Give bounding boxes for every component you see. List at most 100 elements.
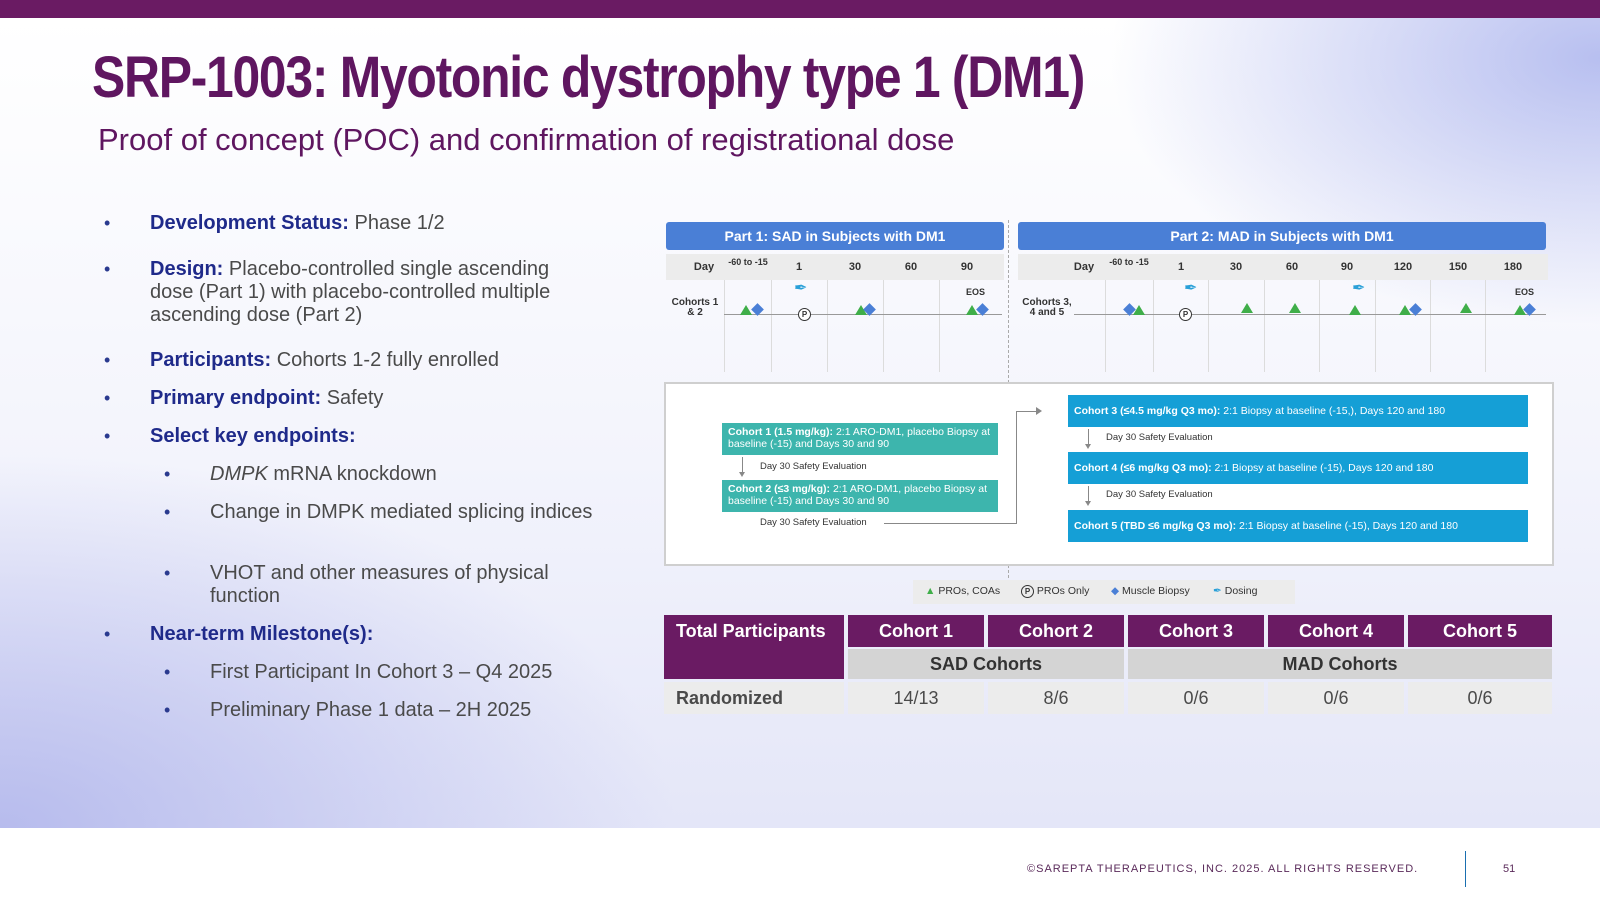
table-row-label: Randomized xyxy=(664,682,844,714)
table-cell-cohort5: 0/6 xyxy=(1408,682,1552,714)
cohort-flow-box: Cohort 1 (1.5 mg/kg): 2:1 ARO-DM1, place… xyxy=(664,382,1554,566)
part2-day-120: 120 xyxy=(1393,261,1413,273)
part2-day-150: 150 xyxy=(1448,261,1468,273)
part2-eos-label: EOS xyxy=(1515,287,1535,297)
dosing-syringe-icon: ✒ xyxy=(794,280,808,297)
cohort5-title: Cohort 5 (TBD ≤6 mg/kg Q3 mo): xyxy=(1074,520,1237,532)
bullet-value: Cohorts 1-2 fully enrolled xyxy=(276,349,500,371)
cohort4-title: Cohort 4 (≤6 mg/kg Q3 mo): xyxy=(1074,462,1212,474)
table-header-cohort3: Cohort 3 xyxy=(1128,615,1264,647)
table-header-cohort5: Cohort 5 xyxy=(1408,615,1552,647)
page-number: 51 xyxy=(1503,863,1516,875)
pros-only-p-icon: P xyxy=(798,308,811,321)
grid-line xyxy=(827,280,828,372)
study-design-diagram: Part 1: SAD in Subjects with DM1 Part 2:… xyxy=(664,220,1556,608)
flow-connector xyxy=(1016,411,1017,524)
cohort5-description: 2:1 Biopsy at baseline (-15), Days 120 a… xyxy=(1239,520,1458,532)
part2-day-90: 90 xyxy=(1340,261,1354,273)
part2-header: Part 2: MAD in Subjects with DM1 xyxy=(1018,222,1546,250)
legend-label: PROs, COAs xyxy=(938,585,1001,597)
grid-line xyxy=(1208,280,1209,372)
part1-eos-label: EOS xyxy=(966,287,986,297)
bullet-dot-icon: • xyxy=(104,426,111,446)
part1-day-1: 1 xyxy=(795,261,803,273)
safety-evaluation-note: Day 30 Safety Evaluation xyxy=(760,517,867,528)
cohort3-description: 2:1 Biopsy at baseline (-15,), Days 120 … xyxy=(1223,405,1446,417)
grid-line xyxy=(1485,280,1486,372)
table-header-total: Total Participants xyxy=(664,615,844,679)
grid-line xyxy=(771,280,772,372)
legend-label: Dosing xyxy=(1224,585,1258,597)
diamond-icon: ◆ xyxy=(1111,585,1120,597)
cohort3-title: Cohort 3 (≤4.5 mg/kg Q3 mo): xyxy=(1074,405,1221,417)
pros-coas-triangle-icon xyxy=(1133,305,1145,315)
p-circle-icon: P xyxy=(1021,585,1034,598)
copyright-footer: ©SAREPTA THERAPEUTICS, INC. 2025. ALL RI… xyxy=(1027,863,1419,875)
legend-label: PROs Only xyxy=(1036,585,1090,597)
flow-arrow-icon xyxy=(1085,429,1091,449)
table-header-cohort2: Cohort 2 xyxy=(988,615,1124,647)
part1-day-90: 90 xyxy=(960,261,974,273)
bullet-dot-icon: • xyxy=(104,213,111,233)
part1-day-bar xyxy=(666,254,1004,280)
pros-coas-triangle-icon xyxy=(966,305,978,315)
table-cell-cohort2: 8/6 xyxy=(988,682,1124,714)
part1-header: Part 1: SAD in Subjects with DM1 xyxy=(666,222,1004,250)
cohort2-box: Cohort 2 (≤3 mg/kg): 2:1 ARO-DM1, placeb… xyxy=(722,480,998,512)
legend-dosing: ✒ Dosing xyxy=(1213,585,1257,597)
grid-line xyxy=(1375,280,1376,372)
pros-coas-triangle-icon xyxy=(855,305,867,315)
cohort4-description: 2:1 Biopsy at baseline (-15), Days 120 a… xyxy=(1214,462,1434,474)
flow-connector xyxy=(884,523,1016,524)
cohort2-title: Cohort 2 (≤3 mg/kg): xyxy=(728,483,831,495)
grid-line xyxy=(1153,280,1154,372)
grid-line xyxy=(939,280,940,372)
legend-muscle-biopsy: ◆ Muscle Biopsy xyxy=(1111,585,1190,597)
pros-coas-triangle-icon xyxy=(1460,303,1472,313)
grid-line xyxy=(1430,280,1431,372)
grid-line xyxy=(724,280,725,372)
syringe-icon: ✒ xyxy=(1213,585,1222,597)
slide-title: SRP-1003: Myotonic dystrophy type 1 (DM1… xyxy=(92,45,1085,110)
footer-divider xyxy=(1465,851,1466,887)
bullet-dot-icon: • xyxy=(164,700,171,720)
bullet-value: mRNA knockdown xyxy=(273,463,437,485)
part2-day-label: Day xyxy=(1073,261,1095,273)
pros-coas-triangle-icon xyxy=(740,305,752,315)
flow-connector xyxy=(1016,411,1038,412)
bullet-value: VHOT and other measures of physical func… xyxy=(210,562,549,607)
dosing-syringe-icon: ✒ xyxy=(1184,280,1198,297)
cohort3-box: Cohort 3 (≤4.5 mg/kg Q3 mo): 2:1 Biopsy … xyxy=(1068,395,1528,427)
part1-day-screening: -60 to -15 xyxy=(728,257,768,267)
cohort1-title: Cohort 1 (1.5 mg/kg): xyxy=(728,426,834,438)
bullet-dot-icon: • xyxy=(164,464,171,484)
table-subheader-sad: SAD Cohorts xyxy=(848,649,1124,679)
slide-subtitle: Proof of concept (POC) and confirmation … xyxy=(98,122,955,157)
grid-line xyxy=(1105,280,1106,372)
bullet-label: Select key endpoints: xyxy=(150,425,356,447)
bullet-value: Safety xyxy=(326,387,384,409)
bullet-value: Change in DMPK mediated splicing indices xyxy=(210,501,593,523)
bullet-label: Near-term Milestone(s): xyxy=(150,623,374,645)
bullet-dot-icon: • xyxy=(104,350,111,370)
pros-coas-triangle-icon xyxy=(1289,303,1301,313)
bullet-value: First Participant In Cohort 3 – Q4 2025 xyxy=(210,661,553,683)
bullet-dot-icon: • xyxy=(104,388,111,408)
part2-day-1: 1 xyxy=(1177,261,1185,273)
bullet-label: Development Status: xyxy=(150,212,349,234)
part2-timeline xyxy=(1074,314,1546,315)
pros-only-p-icon: P xyxy=(1179,308,1192,321)
legend-pros-coas: ▲ PROs, COAs xyxy=(925,585,1000,597)
cohort4-box: Cohort 4 (≤6 mg/kg Q3 mo): 2:1 Biopsy at… xyxy=(1068,452,1528,484)
part1-day-label: Day xyxy=(693,261,715,273)
safety-evaluation-note: Day 30 Safety Evaluation xyxy=(1106,432,1213,443)
flow-arrow-icon xyxy=(739,457,745,477)
bullet-dot-icon: • xyxy=(104,624,111,644)
flow-arrowhead-icon xyxy=(1036,407,1042,415)
safety-evaluation-note: Day 30 Safety Evaluation xyxy=(760,461,867,472)
part2-day-30: 30 xyxy=(1229,261,1243,273)
part2-day-60: 60 xyxy=(1285,261,1299,273)
bullet-label: Primary endpoint: xyxy=(150,387,322,409)
pros-coas-triangle-icon xyxy=(1514,305,1526,315)
part2-day-bar xyxy=(1018,254,1548,280)
